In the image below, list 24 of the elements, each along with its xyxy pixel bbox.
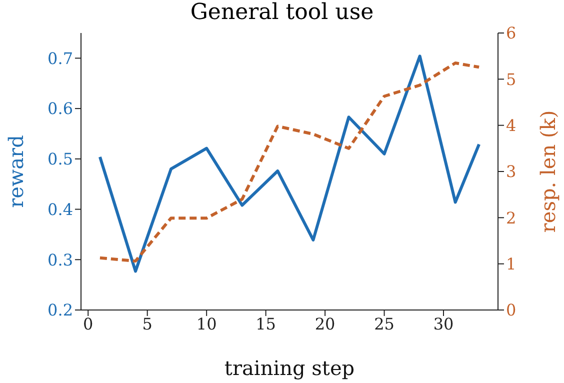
y2-tick-label: 5 <box>506 70 516 89</box>
y-tick-label: 0.4 <box>48 200 73 219</box>
y-tick-label: 0.6 <box>48 99 73 118</box>
y2-axis-title: resp. len (k) <box>536 110 560 233</box>
y-tick-label: 0.2 <box>48 300 73 320</box>
y2-tick-label: 4 <box>506 116 516 136</box>
y2-tick-label: 1 <box>506 254 516 274</box>
y2-tick-label: 3 <box>506 162 516 182</box>
x-tick-label: 10 <box>196 314 217 334</box>
x-tick-label: 0 <box>83 314 94 334</box>
y-tick-label: 0.5 <box>48 150 73 169</box>
y-tick-label: 0.3 <box>48 250 73 270</box>
x-tick-label: 30 <box>433 314 454 334</box>
x-tick-label: 25 <box>374 314 394 334</box>
x-tick-label: 20 <box>314 314 336 334</box>
y2-tick-label: 0 <box>506 300 516 320</box>
x-tick-label: 5 <box>142 314 152 334</box>
y-tick-label: 0.7 <box>48 48 73 68</box>
chart-title: General tool use <box>189 0 375 25</box>
y2-tick-label: 6 <box>506 24 516 43</box>
x-tick-label: 15 <box>256 314 276 334</box>
y-axis-title: reward <box>4 134 28 208</box>
x-axis-title: training step <box>224 356 355 380</box>
y2-tick-label: 2 <box>506 208 516 228</box>
